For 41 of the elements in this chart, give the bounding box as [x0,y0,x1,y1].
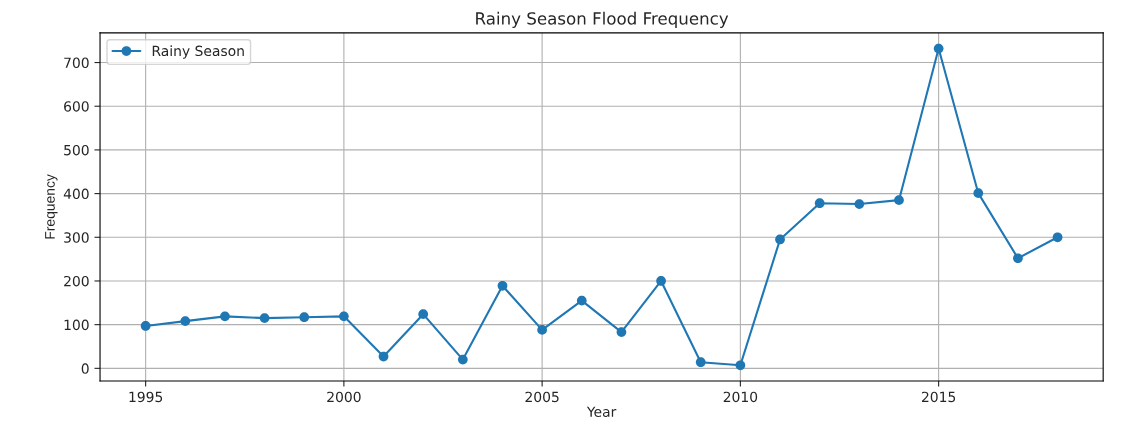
x-tick-label: 2010 [723,391,758,403]
y-tick-label: 700 [64,57,89,69]
point [299,312,310,323]
point [418,309,429,320]
point [259,313,270,323]
x-tick-label: 2000 [327,391,361,403]
legend-label: Rainy Season [152,45,244,59]
y-tick-label: 0 [81,363,89,374]
point [497,280,508,291]
y-tick-label: 200 [64,275,89,287]
x-tick-label: 2015 [921,391,956,403]
chart-title: Rainy Season Flood Frequency [476,11,729,28]
point [1013,253,1023,264]
point [339,311,349,322]
point [180,316,191,327]
point [220,311,230,322]
point [854,199,865,209]
point [537,325,547,335]
y-tick-label: 300 [64,232,89,243]
point [457,354,468,365]
point [775,234,785,245]
point [814,198,825,209]
point [695,357,706,368]
point [973,188,984,199]
point [576,295,587,306]
y-axis-title: Frequency [45,174,58,239]
point [616,327,627,337]
point [378,351,389,362]
y-tick-label: 100 [64,319,89,331]
y-tick-label: 400 [63,188,89,200]
point [1052,232,1063,243]
x-tick-label: 2005 [525,391,559,403]
x-axis-title: Year [586,406,617,417]
point [894,195,904,206]
point [140,321,151,331]
point [933,43,944,54]
point [656,276,666,286]
point [735,360,746,371]
y-tick-label: 500 [64,144,89,156]
x-tick-label: 1995 [129,391,163,403]
y-tick-label: 600 [64,101,89,112]
